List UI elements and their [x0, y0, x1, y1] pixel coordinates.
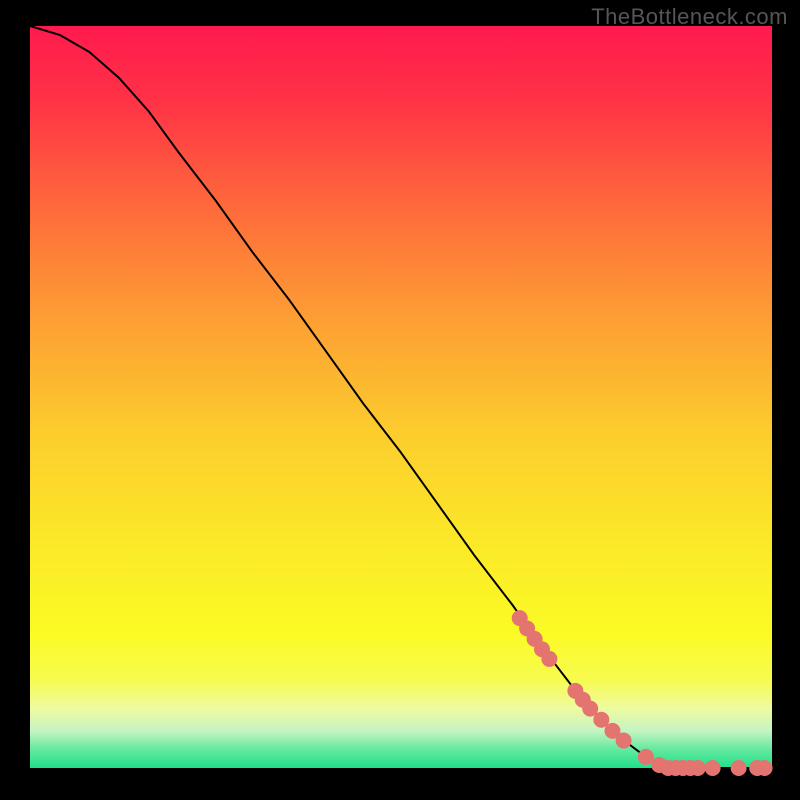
- watermark-text: TheBottleneck.com: [591, 4, 788, 30]
- data-marker: [690, 760, 706, 776]
- data-marker: [757, 760, 773, 776]
- chart-svg: [0, 0, 800, 800]
- data-marker: [616, 733, 632, 749]
- data-marker: [638, 749, 654, 765]
- data-marker: [731, 760, 747, 776]
- stage: TheBottleneck.com: [0, 0, 800, 800]
- data-marker: [541, 651, 557, 667]
- data-marker: [705, 760, 721, 776]
- plot-background: [30, 26, 772, 768]
